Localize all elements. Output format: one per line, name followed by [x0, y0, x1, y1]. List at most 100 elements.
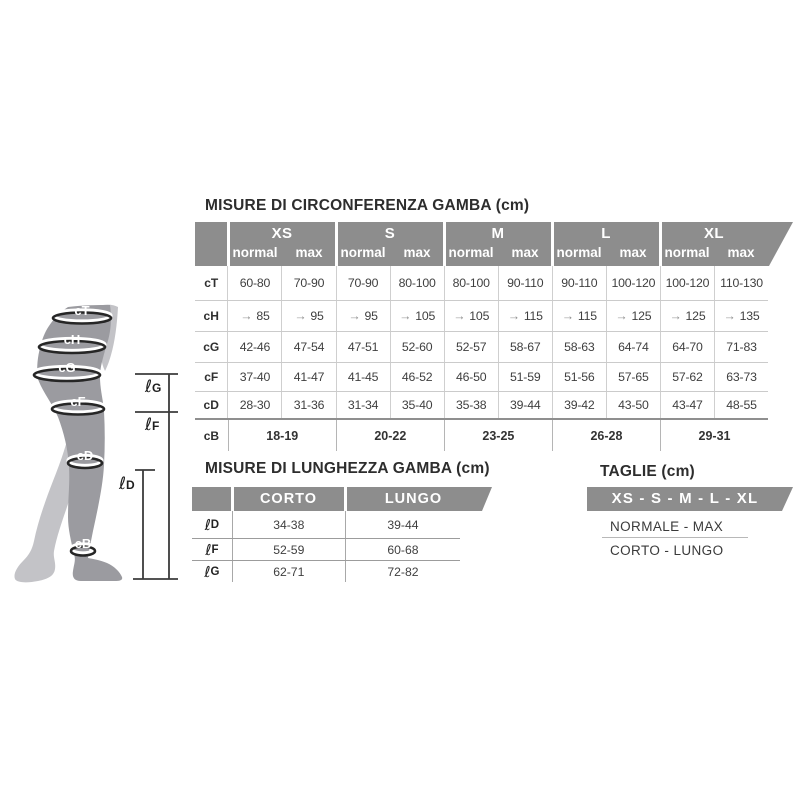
size-header-m: M — [491, 225, 505, 242]
cell: → 105 — [389, 301, 444, 331]
cell: 47-51 — [335, 332, 390, 362]
cell: 46-52 — [389, 363, 444, 391]
cell: 62-71 — [231, 561, 345, 582]
cell: 100-120 — [605, 266, 660, 300]
cell: 35-40 — [389, 392, 444, 418]
cell: → 135 — [713, 301, 768, 331]
cell: 39-44 — [344, 511, 460, 538]
cell: 63-73 — [713, 363, 768, 391]
table-row-cT: cT 60-80 70-90 70-90 80-100 80-100 90-11… — [195, 266, 768, 301]
cell: 39-42 — [551, 392, 606, 418]
table-row-cG: cG 42-46 47-54 47-51 52-60 52-57 58-67 5… — [195, 332, 768, 363]
row-label: cB — [203, 428, 220, 443]
cell: 71-83 — [713, 332, 768, 362]
cell: → 95 — [281, 301, 335, 331]
cell: 57-62 — [659, 363, 714, 391]
header-separator — [551, 222, 554, 266]
cell: → 105 — [443, 301, 498, 331]
cell: 110-130 — [713, 266, 768, 300]
header-separator — [227, 222, 230, 266]
subheader-max: max — [403, 245, 431, 260]
subheader-normal: normal — [664, 245, 710, 260]
arrow-icon: → — [669, 309, 682, 323]
subheader-max: max — [619, 245, 647, 260]
arrow-icon: → — [240, 309, 253, 323]
cell: 58-67 — [497, 332, 552, 362]
cell: 41-45 — [335, 363, 390, 391]
cell: 64-74 — [605, 332, 660, 362]
cell: → 115 — [551, 301, 606, 331]
subheader-max: max — [727, 245, 755, 260]
arrow-icon: → — [399, 309, 412, 323]
cell: 31-34 — [335, 392, 390, 418]
row-label: cD — [203, 398, 219, 412]
header-separator — [335, 222, 338, 266]
cell: 60-68 — [344, 539, 460, 560]
header-separator — [659, 222, 662, 266]
band-cB — [69, 545, 97, 557]
table-row-cB: cB 18-19 20-22 23-25 26-28 29-31 — [195, 420, 768, 451]
band-highlight — [51, 308, 113, 323]
cell: 70-90 — [281, 266, 335, 300]
length-title: MISURE DI LUNGHEZZA GAMBA (cm) — [205, 460, 490, 477]
cell: 31-36 — [281, 392, 335, 418]
cell: 58-63 — [551, 332, 606, 362]
table-row-cH: cH → 85 → 95 → 95 → 105 → 105 → 115 → 115 → 125 … — [195, 301, 768, 332]
arrow-icon: → — [294, 309, 307, 323]
size-header-xl: XL — [704, 225, 724, 242]
arrow-icon: → — [453, 309, 466, 323]
size-header-s: S — [384, 225, 396, 242]
cell: 37-40 — [227, 363, 281, 391]
cell-span: 29-31 — [659, 420, 768, 451]
cell: 39-44 — [497, 392, 552, 418]
band-cH — [37, 339, 107, 355]
header-separator — [443, 222, 446, 266]
cell: 80-100 — [389, 266, 444, 300]
arrow-icon: → — [348, 309, 361, 323]
header-separator — [344, 487, 347, 511]
subheader-normal: normal — [232, 245, 278, 260]
taglie-sizes-band: XS - S - M - L - XL — [587, 487, 793, 511]
cell: 47-54 — [281, 332, 335, 362]
cell: → 85 — [227, 301, 281, 331]
cell: → 125 — [605, 301, 660, 331]
cell: 100-120 — [659, 266, 714, 300]
cell: 60-80 — [227, 266, 281, 300]
size-header-xs: XS — [271, 225, 293, 242]
taglie-divider — [602, 537, 748, 538]
cell-span: 20-22 — [335, 420, 444, 451]
cell: 80-100 — [443, 266, 498, 300]
cell: 52-59 — [231, 539, 345, 560]
cell: 52-60 — [389, 332, 444, 362]
cell-span: 18-19 — [227, 420, 336, 451]
front-leg-shape — [37, 305, 123, 581]
back-leg-lower-shape — [14, 423, 83, 583]
band-label-cH: cH — [64, 332, 81, 347]
subheader-normal: normal — [556, 245, 602, 260]
band-highlight — [37, 336, 107, 353]
subheader-normal: normal — [448, 245, 494, 260]
band-cT — [51, 311, 113, 325]
cell: 51-56 — [551, 363, 606, 391]
size-header-l: L — [601, 225, 611, 242]
ruler-label-lF: ℓF — [144, 415, 159, 435]
row-label: cH — [203, 309, 219, 323]
table-row-cF: cF 37-40 41-47 41-45 46-52 46-50 51-59 5… — [195, 363, 768, 392]
band-cF — [50, 402, 106, 416]
cell: 41-47 — [281, 363, 335, 391]
cell: 28-30 — [227, 392, 281, 418]
taglie-normale-max: NORMALE - MAX — [610, 519, 724, 534]
band-label-cF: cF — [70, 394, 85, 409]
leg-illustration: cT cH cG cF cD cB ℓG ℓF ℓD — [14, 303, 178, 583]
cell: 57-65 — [605, 363, 660, 391]
row-label: cT — [204, 276, 219, 290]
cell-span: 26-28 — [551, 420, 660, 451]
cell: 51-59 — [497, 363, 552, 391]
